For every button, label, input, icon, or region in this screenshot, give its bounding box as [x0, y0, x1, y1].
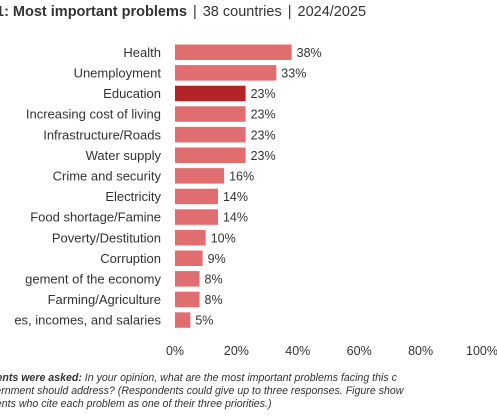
data-label: 14%	[223, 190, 248, 204]
category-label: Corruption	[100, 251, 161, 266]
data-label: 23%	[251, 128, 276, 142]
data-label: 8%	[205, 272, 223, 286]
bar	[175, 168, 225, 184]
category-label: Increasing cost of living	[26, 107, 161, 122]
data-label: 5%	[195, 314, 213, 328]
note-line-1: In your opinion, what are the most impor…	[81, 372, 397, 384]
category-label: gement of the economy	[25, 271, 161, 286]
category-label: es, incomes, and salaries	[14, 313, 161, 328]
note-lead: dents were asked:	[0, 372, 82, 384]
x-tick-label: 80%	[408, 344, 433, 358]
bar	[175, 209, 218, 225]
bar	[175, 106, 246, 122]
bar	[175, 65, 277, 81]
category-label: Poverty/Destitution	[52, 230, 161, 245]
bar-chart: Health 38% Unemployment 33% Education 23% Incr…	[14, 44, 497, 358]
data-label: 14%	[223, 211, 248, 225]
x-tick-label: 0%	[166, 344, 184, 358]
category-label: Water supply	[86, 148, 162, 163]
bar	[175, 188, 218, 205]
data-label: 33%	[281, 66, 306, 80]
title-separator: |	[192, 4, 197, 20]
category-label: Farming/Agriculture	[48, 292, 161, 307]
data-label: 8%	[205, 293, 223, 307]
note-line-3: dents who cite each problem as one of th…	[0, 398, 272, 410]
x-tick-label: 100%	[466, 344, 497, 358]
survey-question-note: dents were asked: In your opinion, what …	[0, 372, 497, 411]
category-label: Electricity	[105, 189, 161, 204]
bar	[175, 291, 200, 308]
bar	[175, 85, 246, 102]
note-line-2: vernment should address? (Respondents co…	[0, 385, 404, 397]
data-label: 16%	[229, 169, 254, 183]
category-label: Crime and security	[53, 168, 162, 183]
category-label: Health	[123, 45, 161, 60]
category-label: Education	[103, 86, 161, 101]
data-label: 23%	[251, 87, 276, 101]
category-label: Infrastructure/Roads	[43, 127, 161, 142]
bar	[175, 147, 246, 163]
chart-title-countries: 38 countries	[202, 4, 282, 20]
bar	[175, 126, 246, 143]
category-label: Unemployment	[74, 65, 162, 80]
data-label: 9%	[208, 252, 226, 266]
category-label: Food shortage/Famine	[30, 210, 161, 225]
bar	[175, 312, 191, 328]
x-tick-label: 40%	[285, 344, 310, 358]
data-label: 23%	[251, 149, 276, 163]
data-label: 10%	[211, 231, 236, 245]
chart-title: 1: Most important problems | 38 countries |…	[0, 4, 366, 20]
data-label: 38%	[297, 46, 322, 60]
bar	[175, 250, 203, 266]
bar	[175, 229, 206, 246]
bar	[175, 271, 200, 287]
data-label: 23%	[251, 108, 276, 122]
chart-title-years: 2024/2025	[297, 4, 367, 20]
x-tick-label: 20%	[224, 344, 249, 358]
chart-title-main: 1: Most important problems	[0, 4, 187, 20]
title-separator: |	[287, 4, 292, 20]
bar	[175, 44, 292, 60]
x-tick-label: 60%	[347, 344, 372, 358]
